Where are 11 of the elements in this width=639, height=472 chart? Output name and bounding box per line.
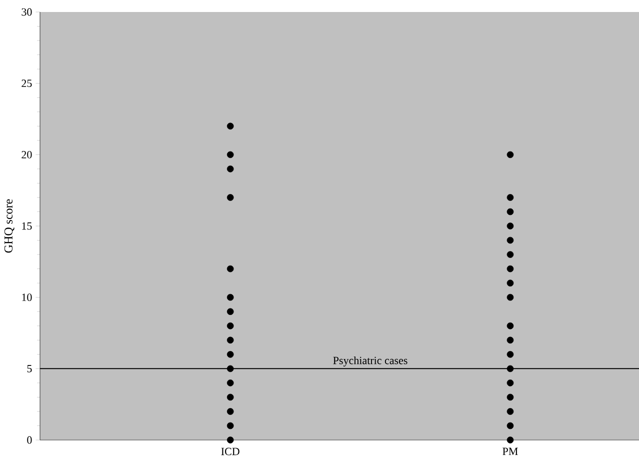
y-tick-label: 10 [22,294,32,302]
y-tick-label: 30 [22,8,32,16]
x-tick-label: PM [502,448,518,456]
y-tick-label: 20 [22,150,32,158]
y-tick-label: 25 [22,80,32,88]
y-tick-label: 5 [27,365,32,372]
y-tick-label: 0 [27,436,32,444]
ref-line-label: Psychiatric cases [333,356,408,366]
x-tick-label: ICD [221,448,240,456]
y-tick-label: 15 [22,222,32,230]
y-axis-title: GHQ score [4,199,14,253]
